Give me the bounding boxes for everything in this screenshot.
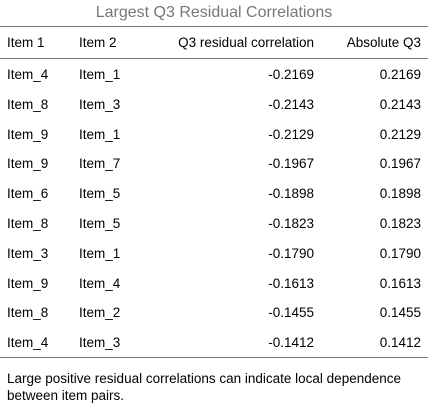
table-cell: 0.1898 [379, 186, 421, 202]
table-cell: Item_4 [7, 67, 49, 82]
table-cell: Item_1 [79, 67, 121, 82]
table-cell: -0.1967 [268, 156, 314, 172]
table-cell: -0.1823 [268, 216, 314, 231]
table-cell: 0.1967 [379, 156, 421, 172]
table-cell: 0.1412 [379, 335, 421, 351]
table-cell: 0.2169 [379, 67, 421, 82]
table-cell: -0.2129 [268, 126, 314, 142]
table-cell: -0.2169 [268, 67, 314, 82]
table-cell: Item_1 [79, 126, 121, 142]
table-cell: Item_1 [79, 245, 121, 261]
table-cell: Item_8 [7, 96, 49, 112]
table-cell: Item_4 [7, 335, 49, 351]
table-cell: 0.1613 [379, 275, 421, 291]
table-cell: Item_5 [79, 216, 121, 231]
table-cell: Item_4 [79, 275, 121, 291]
table-cell: Item_7 [79, 156, 121, 172]
table-cell: Item_9 [7, 156, 49, 172]
table-cell: Item_8 [7, 305, 49, 321]
table-cell: 0.2143 [379, 96, 421, 112]
table-title: Largest Q3 Residual Correlations [95, 4, 333, 21]
header-rule [0, 58, 428, 59]
footnote: Large positive residual correlations can… [7, 371, 401, 403]
header-cell: Q3 residual correlation [178, 35, 314, 50]
table-cell: -0.1455 [268, 305, 314, 321]
table-cell: Item_8 [7, 216, 49, 231]
table-cell: Item_6 [7, 186, 49, 202]
header-cell: Item 1 [7, 35, 45, 50]
table-cell: Item_3 [79, 335, 121, 351]
table-cell: 0.1790 [379, 245, 421, 261]
table-cell: Item_9 [7, 126, 49, 142]
table-cell: -0.1613 [268, 275, 314, 291]
table-cell: -0.2143 [268, 96, 314, 112]
table-cell: -0.1898 [268, 186, 314, 202]
table-cell: Item_9 [7, 275, 49, 291]
table-cell: -0.1412 [268, 335, 314, 351]
table-cell: 0.1823 [379, 216, 421, 231]
table-cell: Item_2 [79, 305, 121, 321]
table-cell: Item_3 [79, 96, 121, 112]
header-cell: Absolute Q3 [346, 35, 421, 50]
table-cell: 0.2129 [379, 126, 421, 142]
table-cell: -0.1790 [268, 245, 314, 261]
bottom-rule [0, 357, 428, 358]
header-cell: Item 2 [79, 35, 117, 50]
table-cell: 0.1455 [379, 305, 421, 321]
top-rule [0, 26, 428, 27]
table-cell: Item_5 [79, 186, 121, 202]
table-cell: Item_3 [7, 245, 49, 261]
